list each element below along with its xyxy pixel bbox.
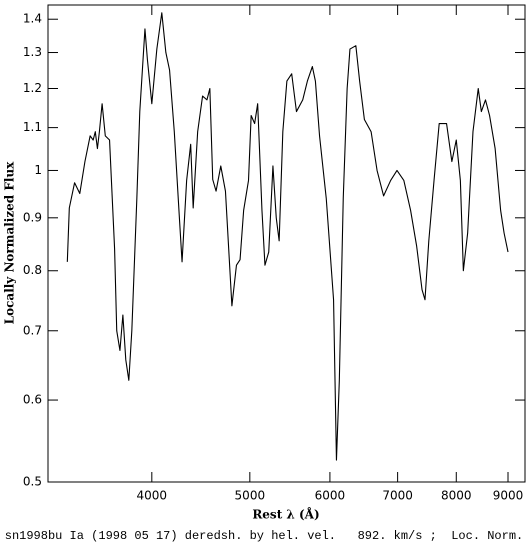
y-tick-label: 1.1	[23, 120, 42, 134]
y-tick-label: 0.6	[23, 393, 42, 407]
x-tick-label: 7000	[382, 489, 413, 503]
plot-frame	[47, 4, 526, 483]
x-tick-label: 8000	[441, 489, 472, 503]
y-tick-label: 0.8	[23, 263, 42, 277]
y-tick-label: 1.3	[23, 45, 42, 59]
spectrum-line	[66, 12, 509, 461]
y-axis-label: Locally Normalized Flux	[3, 161, 17, 324]
y-tick-label: 1.2	[23, 81, 42, 95]
chart-title: sn1998bu Ia (1998 05 17) deredsh. by hel…	[5, 529, 523, 543]
x-tick-label: 5000	[235, 489, 266, 503]
y-tick-label: 0.9	[23, 210, 42, 224]
y-tick-label: 0.7	[23, 323, 42, 337]
x-tick-label: 9000	[493, 489, 524, 503]
x-tick-label: 4000	[137, 489, 168, 503]
x-tick-label: 6000	[315, 489, 346, 503]
x-axis-label: Rest λ (Å)	[252, 507, 319, 522]
y-tick-label: 1.4	[23, 12, 42, 26]
y-tick-label: 1	[34, 163, 42, 177]
y-tick-label: 0.5	[23, 475, 42, 489]
